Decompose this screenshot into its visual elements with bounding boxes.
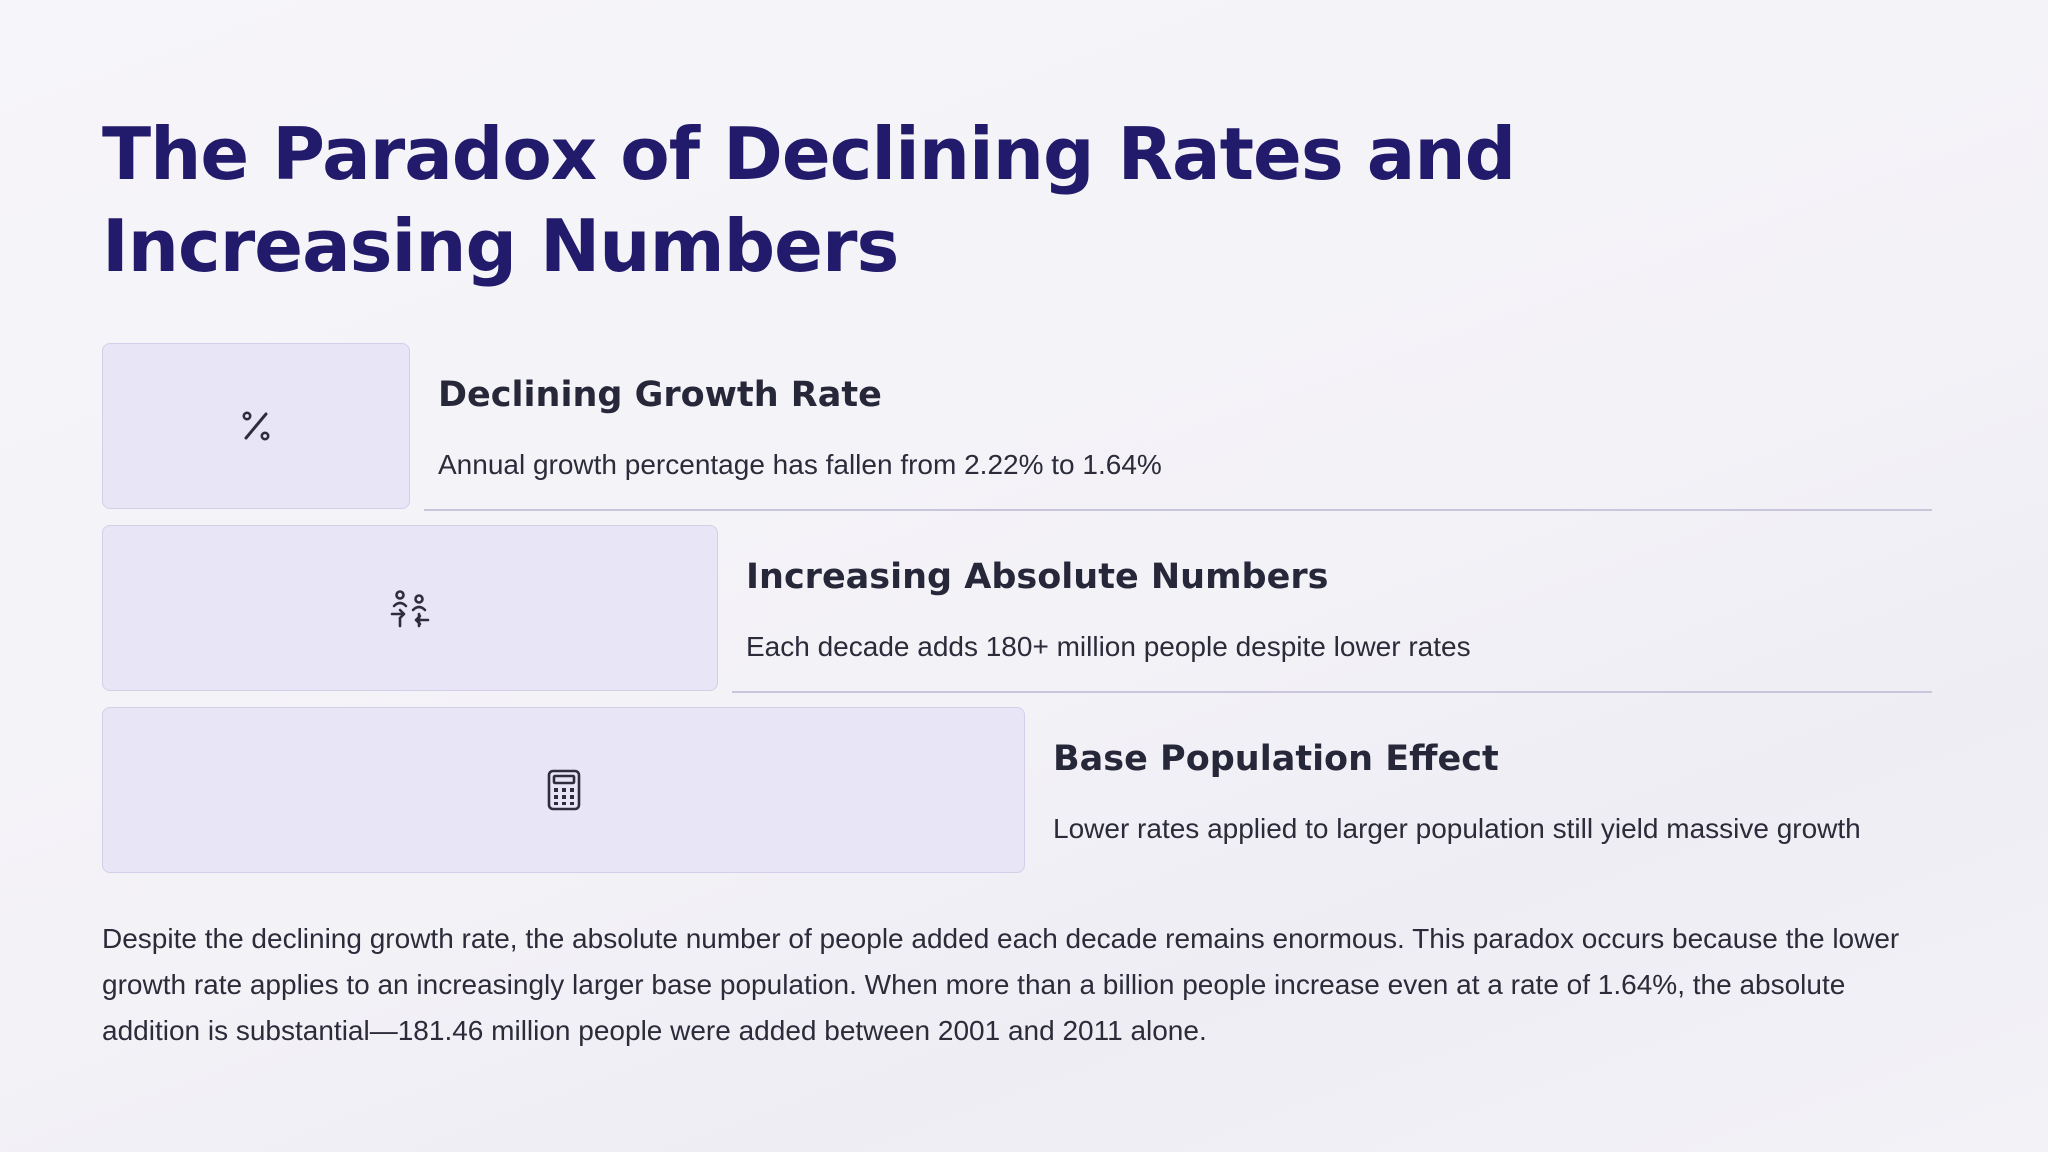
item-heading: Base Population Effect	[1053, 739, 1499, 779]
divider	[732, 691, 1932, 693]
calculator-icon	[547, 769, 580, 811]
item-declining-growth-rate: Declining Growth Rate Annual growth perc…	[102, 343, 1932, 511]
item-increasing-absolute-numbers: Increasing Absolute Numbers Each decade …	[102, 525, 1932, 693]
text-block-increasing-absolute-numbers: Increasing Absolute Numbers Each decade …	[732, 525, 1932, 693]
item-base-population-effect: Base Population Effect Lower rates appli…	[102, 707, 1932, 875]
item-heading: Increasing Absolute Numbers	[746, 557, 1329, 597]
body-paragraph: Despite the declining growth rate, the a…	[102, 923, 1900, 1046]
users-arrows-icon	[390, 590, 430, 628]
text-block-declining-growth-rate: Declining Growth Rate Annual growth perc…	[424, 343, 1932, 511]
icon-card-increasing-absolute-numbers	[102, 525, 718, 691]
item-description: Each decade adds 180+ million people des…	[746, 631, 1471, 662]
divider	[424, 509, 1932, 511]
item-description: Annual growth percentage has fallen from…	[438, 449, 1162, 480]
icon-card-declining-growth-rate	[102, 343, 410, 509]
text-block-base-population-effect: Base Population Effect Lower rates appli…	[1039, 707, 1932, 875]
item-description: Lower rates applied to larger population…	[1053, 813, 1861, 844]
percent-icon	[242, 411, 270, 441]
item-heading: Declining Growth Rate	[438, 375, 882, 415]
page-title: The Paradox of Declining Rates and Incre…	[102, 112, 1516, 288]
icon-card-base-population-effect	[102, 707, 1025, 873]
